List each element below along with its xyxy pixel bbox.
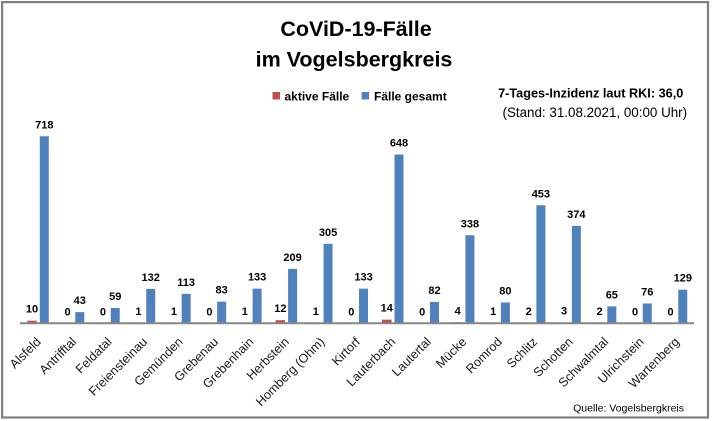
svg-text:82: 82 (428, 285, 440, 297)
svg-text:209: 209 (283, 252, 301, 264)
svg-text:76: 76 (641, 287, 653, 299)
svg-text:1: 1 (490, 306, 496, 318)
svg-text:aktive Fälle: aktive Fälle (285, 90, 350, 104)
svg-text:59: 59 (109, 291, 121, 303)
svg-text:0: 0 (419, 306, 425, 318)
svg-text:65: 65 (606, 289, 618, 301)
svg-text:133: 133 (248, 272, 266, 284)
svg-text:305: 305 (319, 227, 337, 239)
svg-text:83: 83 (216, 285, 228, 297)
svg-text:10: 10 (26, 304, 38, 316)
svg-text:718: 718 (35, 119, 53, 131)
svg-text:374: 374 (567, 209, 586, 221)
svg-text:7-Tages-Inzidenz laut RKI: 36,: 7-Tages-Inzidenz laut RKI: 36,0 (498, 86, 683, 100)
svg-text:Quelle: Vogelsbergkreis: Quelle: Vogelsbergkreis (573, 403, 684, 415)
svg-text:1: 1 (171, 306, 177, 318)
svg-text:80: 80 (499, 285, 511, 297)
svg-text:0: 0 (64, 306, 70, 318)
svg-text:1: 1 (135, 306, 141, 318)
svg-text:0: 0 (206, 306, 212, 318)
svg-text:14: 14 (381, 303, 394, 315)
svg-text:im Vogelsbergkreis: im Vogelsbergkreis (256, 48, 453, 72)
svg-text:43: 43 (74, 295, 86, 307)
svg-text:0: 0 (100, 306, 106, 318)
svg-text:338: 338 (461, 218, 479, 230)
svg-text:1: 1 (242, 306, 248, 318)
svg-text:4: 4 (455, 305, 462, 317)
svg-text:648: 648 (390, 138, 408, 150)
svg-text:133: 133 (354, 272, 372, 284)
svg-text:1: 1 (313, 306, 319, 318)
svg-text:113: 113 (177, 277, 195, 289)
svg-text:2: 2 (597, 306, 603, 318)
svg-text:0: 0 (348, 306, 354, 318)
svg-text:0: 0 (667, 306, 673, 318)
svg-text:Fälle gesamt: Fälle gesamt (374, 90, 447, 104)
svg-text:453: 453 (532, 188, 550, 200)
svg-text:3: 3 (561, 306, 567, 318)
svg-text:(Stand: 31.08.2021, 00:00 Uhr): (Stand: 31.08.2021, 00:00 Uhr) (502, 105, 687, 120)
svg-text:CoViD-19-Fälle: CoViD-19-Fälle (280, 17, 431, 41)
svg-text:129: 129 (674, 273, 692, 285)
svg-text:2: 2 (526, 306, 532, 318)
svg-text:132: 132 (142, 272, 160, 284)
svg-text:12: 12 (274, 303, 286, 315)
svg-text:0: 0 (632, 306, 638, 318)
